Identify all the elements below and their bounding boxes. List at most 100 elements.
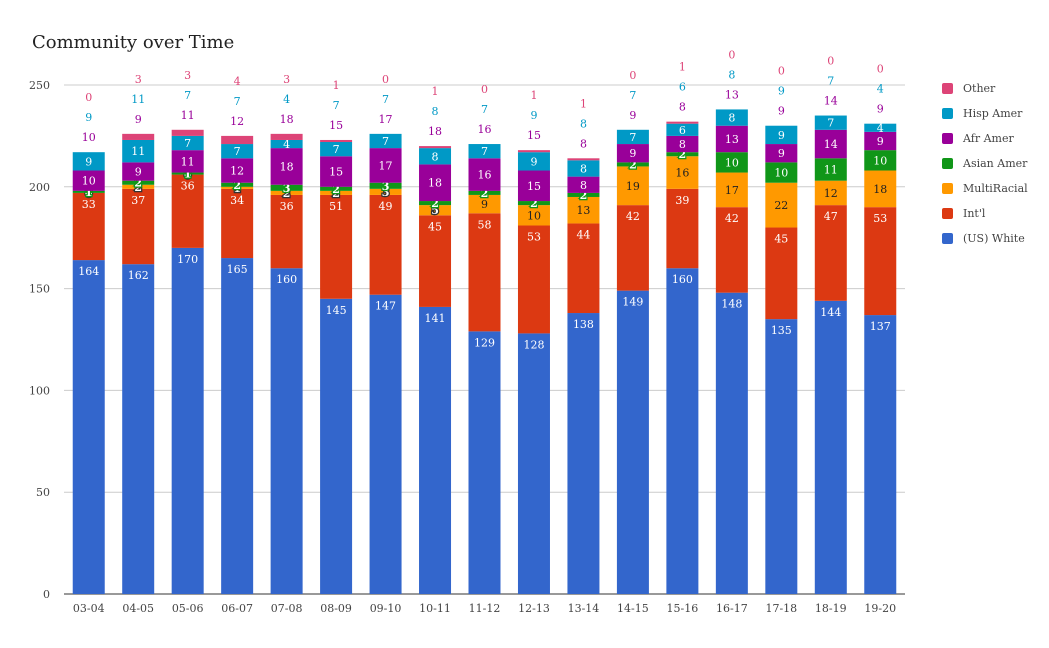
bar-value-label: 147 bbox=[375, 300, 396, 313]
bar-value-label: 42 bbox=[725, 212, 739, 225]
bar-segment bbox=[567, 158, 600, 161]
bar-value-label: 7 bbox=[333, 143, 340, 156]
bar-value-label: 129 bbox=[474, 336, 495, 349]
bar-segment bbox=[864, 170, 897, 208]
bar-segment bbox=[419, 146, 452, 149]
bar-segment bbox=[122, 180, 155, 185]
bar-value-label: 160 bbox=[276, 273, 297, 286]
bar-segment bbox=[468, 190, 501, 195]
bar-value-label: 7 bbox=[827, 117, 834, 130]
bar-segment bbox=[616, 129, 649, 145]
bar-value-label: 3 bbox=[382, 180, 390, 193]
bar-segment bbox=[171, 129, 204, 136]
bar-value-label: 4 bbox=[877, 83, 884, 96]
legend-label: Int'l bbox=[963, 207, 986, 220]
bar-segment bbox=[419, 205, 452, 216]
legend-item: Int'l bbox=[942, 201, 1028, 226]
bar-value-label: 18 bbox=[280, 113, 294, 126]
bar-value-label: 9 bbox=[778, 129, 785, 142]
bar-segment bbox=[270, 133, 303, 140]
x-tick-label: 04-05 bbox=[122, 602, 154, 615]
bar-value-label: 2 bbox=[283, 187, 291, 200]
legend-swatch bbox=[942, 233, 953, 244]
bar-value-label: 0 bbox=[85, 91, 92, 104]
bar-value-label: 8 bbox=[580, 162, 587, 175]
legend-item: Afr Amer bbox=[942, 126, 1028, 151]
bar-value-label: 160 bbox=[672, 273, 693, 286]
x-tick-label: 18-19 bbox=[815, 602, 847, 615]
x-tick-label: 08-09 bbox=[320, 602, 352, 615]
bar-value-label: 9 bbox=[135, 166, 142, 179]
bar-value-label: 12 bbox=[824, 187, 838, 200]
legend-swatch bbox=[942, 208, 953, 219]
bar-value-label: 8 bbox=[432, 150, 439, 163]
bar-value-label: 53 bbox=[873, 212, 887, 225]
bar-segment bbox=[715, 109, 748, 126]
bar-segment bbox=[567, 223, 600, 314]
bar-segment bbox=[814, 180, 847, 206]
bar-segment bbox=[419, 306, 452, 594]
bar-value-label: 18 bbox=[873, 183, 887, 196]
bar-value-label: 138 bbox=[573, 318, 594, 331]
bar-value-label: 7 bbox=[629, 131, 636, 144]
bar-value-label: 144 bbox=[820, 306, 841, 319]
bar-value-label: 10 bbox=[82, 131, 96, 144]
legend-label: Asian Amer bbox=[963, 157, 1028, 170]
bar-value-label: 49 bbox=[379, 200, 393, 213]
bar-value-label: 33 bbox=[82, 198, 96, 211]
legend-item: (US) White bbox=[942, 226, 1028, 251]
bar-segment bbox=[72, 170, 105, 191]
bar-segment bbox=[270, 148, 303, 185]
bar-value-label: 7 bbox=[184, 89, 191, 102]
bar-segment bbox=[765, 162, 798, 183]
x-tick-label: 19-20 bbox=[864, 602, 896, 615]
bar-segment bbox=[369, 148, 402, 183]
bar-segment bbox=[270, 184, 303, 191]
bar-segment bbox=[320, 156, 353, 187]
bar-segment bbox=[468, 144, 501, 159]
bar-value-label: 7 bbox=[234, 95, 241, 108]
bar-value-label: 14 bbox=[824, 95, 838, 108]
bar-segment bbox=[221, 258, 254, 594]
bar-segment bbox=[221, 182, 254, 187]
bar-value-label: 45 bbox=[774, 233, 788, 246]
bar-value-label: 7 bbox=[481, 145, 488, 158]
bar-segment bbox=[864, 315, 897, 594]
bar-value-label: 14 bbox=[824, 138, 838, 151]
bar-segment bbox=[468, 331, 501, 594]
bar-value-label: 145 bbox=[326, 304, 347, 317]
legend-swatch bbox=[942, 183, 953, 194]
bar-segment bbox=[221, 188, 254, 259]
bar-value-label: 135 bbox=[771, 324, 792, 337]
bar-value-label: 12 bbox=[230, 165, 244, 178]
x-tick-label: 07-08 bbox=[271, 602, 303, 615]
bar-value-label: 2 bbox=[233, 179, 241, 192]
chart-legend: Other Hisp Amer Afr Amer Asian Amer MultiRac… bbox=[942, 76, 1028, 251]
bar-segment bbox=[765, 182, 798, 228]
bar-value-label: 4 bbox=[234, 75, 241, 88]
bar-value-label: 8 bbox=[728, 68, 735, 81]
bar-value-label: 0 bbox=[827, 55, 834, 68]
bar-value-label: 0 bbox=[629, 69, 636, 82]
bar-value-label: 39 bbox=[675, 194, 689, 207]
bar-value-label: 8 bbox=[679, 101, 686, 114]
bar-value-label: 6 bbox=[679, 81, 686, 94]
bar-segment bbox=[517, 205, 550, 226]
bar-value-label: 1 bbox=[333, 79, 340, 92]
bar-value-label: 141 bbox=[425, 312, 446, 325]
y-tick-label: 150 bbox=[29, 283, 50, 296]
bar-value-label: 22 bbox=[774, 199, 788, 212]
bar-value-label: 15 bbox=[527, 180, 541, 193]
bar-segment bbox=[814, 129, 847, 159]
bar-segment bbox=[616, 166, 649, 206]
bar-value-label: 1 bbox=[679, 61, 686, 74]
bar-value-label: 3 bbox=[283, 182, 291, 195]
bar-value-label: 9 bbox=[778, 85, 785, 98]
bar-value-label: 58 bbox=[478, 218, 492, 231]
bar-value-label: 2 bbox=[481, 187, 489, 200]
bar-segment bbox=[221, 135, 254, 145]
bar-segment bbox=[864, 131, 897, 151]
bar-segment bbox=[814, 115, 847, 130]
bar-segment bbox=[369, 188, 402, 195]
x-tick-label: 15-16 bbox=[667, 602, 699, 615]
